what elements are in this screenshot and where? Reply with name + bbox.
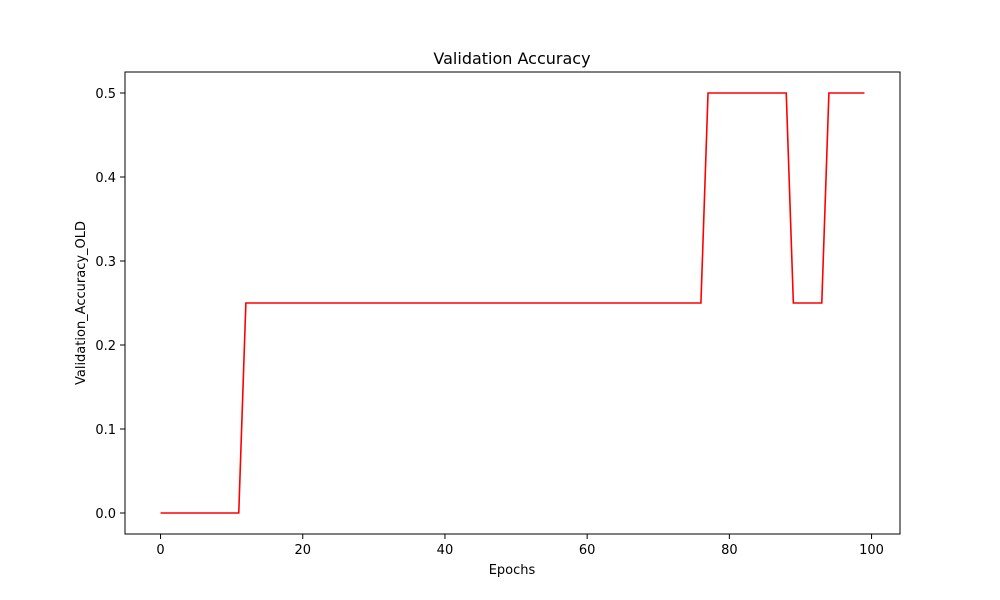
- x-tick-label: 80: [721, 543, 738, 558]
- x-tick-label: 40: [437, 543, 454, 558]
- y-axis-ticks: 0.0 0.1 0.2 0.3 0.4 0.5: [95, 87, 125, 522]
- x-tick-label: 100: [859, 543, 884, 558]
- x-tick-label: 20: [294, 543, 311, 558]
- plot-frame: [124, 71, 901, 535]
- y-axis-label: Validation_Accuracy_OLD: [74, 221, 89, 385]
- y-tick-label: 0.0: [95, 507, 116, 522]
- x-tick-label: 60: [579, 543, 596, 558]
- x-axis-ticks: 0 20 40 60 80 100: [156, 534, 884, 558]
- y-tick-label: 0.5: [95, 87, 116, 102]
- chart-title: Validation Accuracy: [433, 49, 590, 68]
- series-line: [160, 92, 865, 514]
- x-tick-label: 0: [156, 543, 164, 558]
- x-axis-label: Epochs: [489, 563, 536, 578]
- y-tick-label: 0.4: [95, 171, 116, 186]
- y-tick-label: 0.1: [95, 423, 116, 438]
- series-layer: [160, 92, 865, 514]
- y-tick-label: 0.3: [95, 255, 116, 270]
- y-tick-label: 0.2: [95, 339, 116, 354]
